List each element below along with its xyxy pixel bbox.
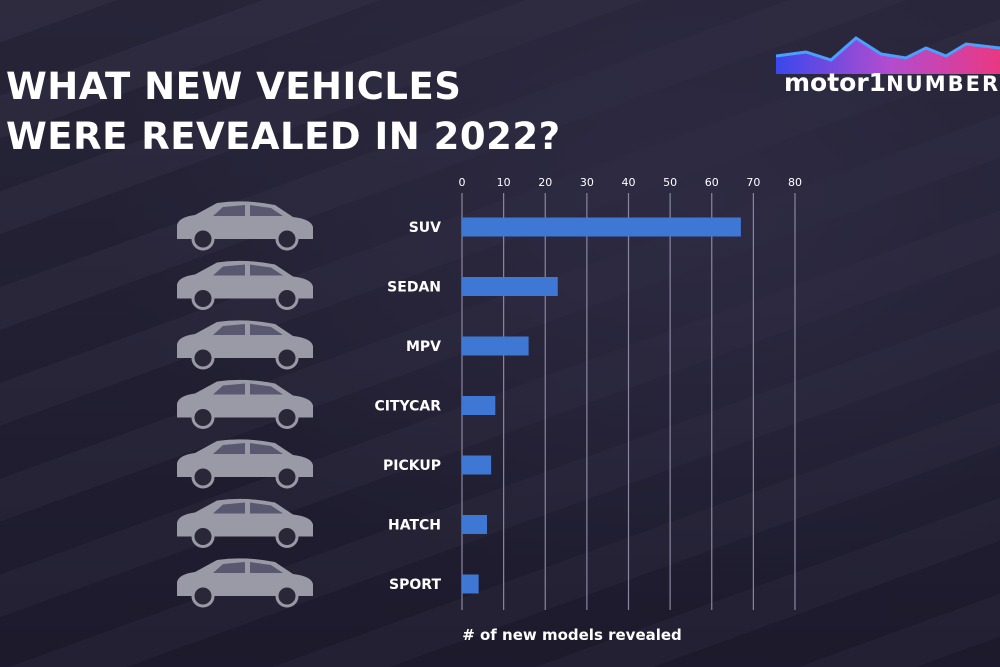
bar-citycar [462,396,496,415]
category-label: SPORT [389,577,441,593]
logo-brand: motor1 [784,68,887,97]
suv-car-icon [177,201,313,251]
bar-sport [462,574,479,594]
x-tick-label: 60 [705,176,719,189]
x-tick-label: 10 [497,176,511,189]
x-tick-label: 70 [746,176,760,189]
x-axis-label: # of new models revealed [462,626,682,644]
bar-mpv [462,336,529,356]
logo-suffix: NUMBERS [886,72,1000,96]
sport-car-icon [177,558,313,608]
sedan-car-icon [177,260,313,310]
bar-hatch [462,515,487,534]
x-tick-label: 40 [622,176,636,189]
page-title: WHAT NEW VEHICLES WERE REVEALED IN 2022? [6,62,561,162]
citycar-car-icon [177,379,313,429]
category-label: HATCH [388,518,441,534]
title-line-2: WERE REVEALED IN 2022? [6,115,561,158]
x-tick-label: 30 [580,176,594,189]
category-label: SUV [409,220,441,236]
title-line-1: WHAT NEW VEHICLES [6,65,462,108]
bar-sedan [462,277,558,296]
category-label: MPV [406,339,441,355]
pickup-car-icon [177,439,313,489]
category-label: PICKUP [383,458,441,474]
bar-suv [462,217,741,237]
x-tick-label: 50 [663,176,677,189]
motor1-numbers-logo: motor1NUMBERS [776,34,1000,106]
x-tick-label: 80 [788,176,802,189]
category-label: CITYCAR [374,399,441,415]
mpv-car-icon [177,320,313,370]
x-tick-label: 0 [459,176,466,189]
bar-pickup [462,455,492,475]
hatch-car-icon [177,498,313,548]
x-tick-label: 20 [538,176,552,189]
category-label: SEDAN [387,280,441,296]
